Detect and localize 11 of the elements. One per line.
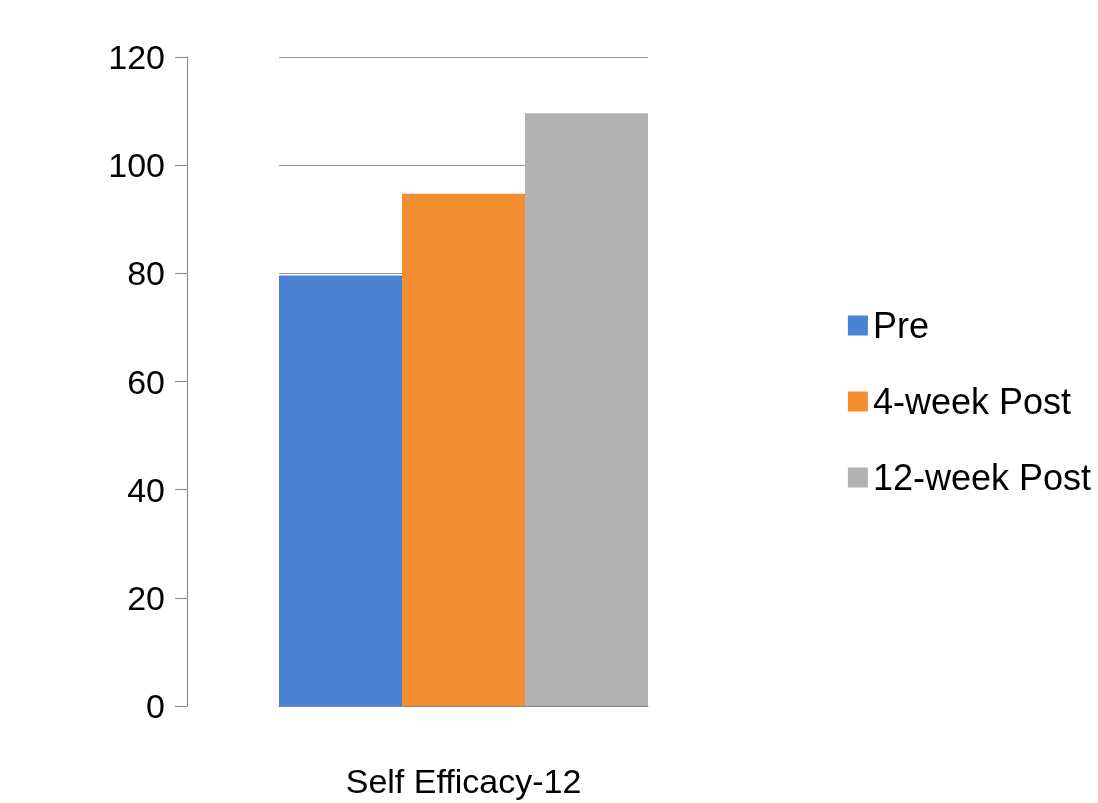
legend-label: 12-week Post (872, 457, 1091, 498)
y-tick-label: 120 (108, 38, 165, 76)
y-tick-label: 80 (127, 254, 165, 293)
x-axis-title: Self Efficacy-12 (345, 762, 582, 800)
y-tick-label: 100 (108, 146, 165, 185)
y-tick-label: 40 (127, 470, 165, 509)
legend-label: Pre (872, 305, 929, 346)
y-tick-label: 0 (146, 687, 165, 725)
y-tick-label: 60 (127, 362, 165, 401)
y-tick-label: 20 (127, 578, 165, 617)
legend-label: 4-week Post (872, 381, 1071, 422)
